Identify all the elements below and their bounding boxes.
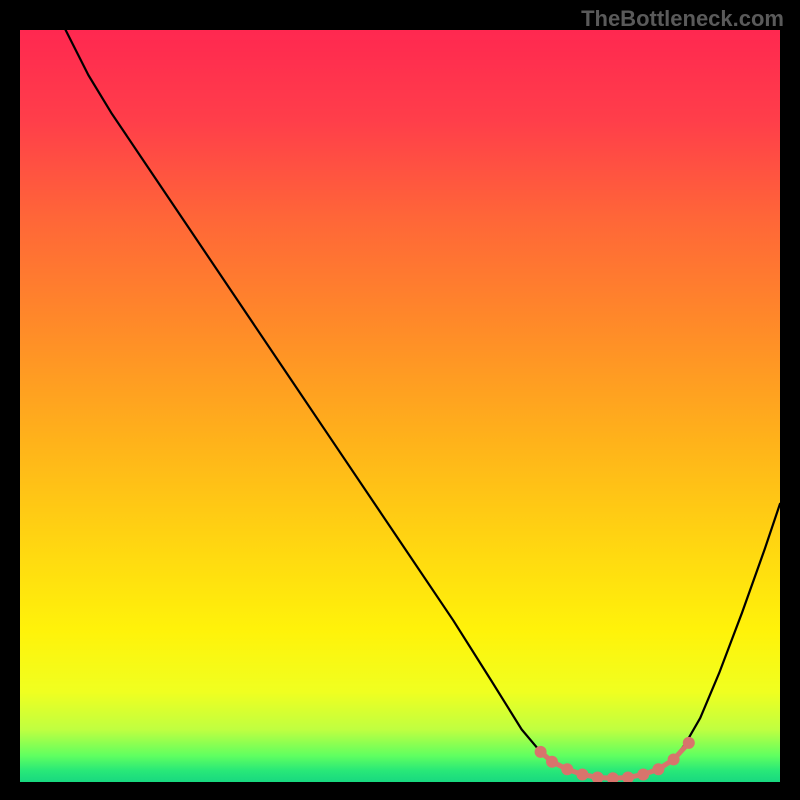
curve-marker xyxy=(546,756,558,768)
curve-marker xyxy=(622,771,634,782)
plot-area xyxy=(20,30,780,782)
curve-marker xyxy=(668,753,680,765)
watermark-text: TheBottleneck.com xyxy=(581,6,784,32)
curve-marker xyxy=(652,763,664,775)
curve-overlay xyxy=(20,30,780,782)
curve-marker xyxy=(592,771,604,782)
curve-marker xyxy=(637,768,649,780)
marker-group xyxy=(535,737,695,782)
curve-marker xyxy=(576,768,588,780)
curve-marker xyxy=(683,737,695,749)
curve-marker xyxy=(607,772,619,782)
bottleneck-curve xyxy=(66,30,780,778)
curve-marker xyxy=(535,746,547,758)
curve-marker xyxy=(561,763,573,775)
